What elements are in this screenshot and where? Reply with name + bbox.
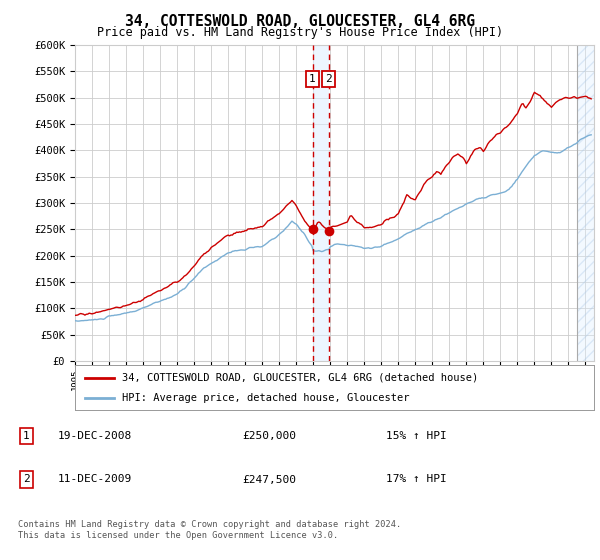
Bar — [313, 45, 329, 361]
Text: 11-DEC-2009: 11-DEC-2009 — [58, 474, 133, 484]
Text: 1: 1 — [309, 74, 316, 84]
Bar — [577, 45, 594, 361]
Text: HPI: Average price, detached house, Gloucester: HPI: Average price, detached house, Glou… — [122, 393, 409, 403]
Text: Contains HM Land Registry data © Crown copyright and database right 2024.: Contains HM Land Registry data © Crown c… — [18, 520, 401, 529]
Text: 1: 1 — [23, 431, 30, 441]
Text: 2: 2 — [23, 474, 30, 484]
Text: 2: 2 — [326, 74, 332, 84]
Text: 19-DEC-2008: 19-DEC-2008 — [58, 431, 133, 441]
Text: This data is licensed under the Open Government Licence v3.0.: This data is licensed under the Open Gov… — [18, 531, 338, 540]
Text: 15% ↑ HPI: 15% ↑ HPI — [386, 431, 447, 441]
Text: £247,500: £247,500 — [242, 474, 296, 484]
Text: £250,000: £250,000 — [242, 431, 296, 441]
Text: 34, COTTESWOLD ROAD, GLOUCESTER, GL4 6RG (detached house): 34, COTTESWOLD ROAD, GLOUCESTER, GL4 6RG… — [122, 372, 478, 382]
Text: 17% ↑ HPI: 17% ↑ HPI — [386, 474, 447, 484]
Text: Price paid vs. HM Land Registry's House Price Index (HPI): Price paid vs. HM Land Registry's House … — [97, 26, 503, 39]
Text: 34, COTTESWOLD ROAD, GLOUCESTER, GL4 6RG: 34, COTTESWOLD ROAD, GLOUCESTER, GL4 6RG — [125, 14, 475, 29]
